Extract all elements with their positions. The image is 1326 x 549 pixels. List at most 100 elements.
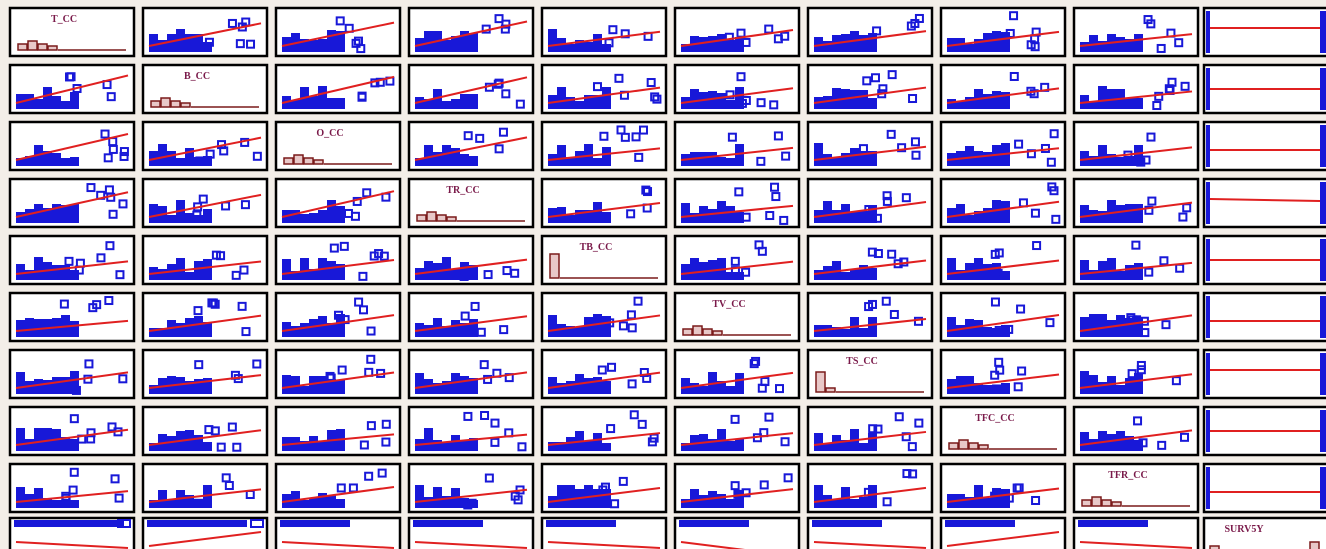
- panel-TFC_CC-vs-TR_CC: [407, 405, 535, 457]
- panel-TS_CC-vs-TR_CC: [407, 348, 535, 400]
- point-band: [1320, 353, 1326, 395]
- data-point: [484, 473, 494, 483]
- point-cluster: [149, 34, 158, 52]
- data-point: [914, 418, 924, 428]
- point-cluster: [336, 31, 345, 52]
- point-cluster: [1098, 211, 1107, 223]
- data-point: [240, 200, 250, 210]
- data-point: [626, 310, 636, 320]
- data-point: [216, 251, 226, 261]
- fit-line: [813, 259, 927, 275]
- fit-line: [946, 373, 1060, 389]
- point-cluster: [442, 326, 451, 337]
- data-point: [375, 77, 385, 87]
- data-point: [990, 370, 1000, 380]
- data-point: [337, 365, 347, 375]
- point-cluster: [318, 493, 327, 508]
- fit-line: [15, 191, 129, 218]
- data-point: [908, 94, 918, 104]
- data-point: [366, 354, 376, 364]
- data-point: [69, 467, 79, 477]
- panel-TFC_CC-vs-B_CC: [141, 405, 269, 457]
- panel-SURV5Y-vs-SURV5Y: SURV5Y: [1202, 516, 1326, 549]
- data-point: [741, 37, 751, 47]
- point-cluster: [300, 323, 309, 337]
- data-point: [227, 18, 237, 28]
- data-point: [1138, 438, 1148, 448]
- point-cluster: [699, 386, 708, 394]
- panel-TV_CC-vs-O_CC: [274, 291, 402, 343]
- data-point: [908, 469, 918, 479]
- histogram-bar: [160, 97, 171, 108]
- data-point: [71, 385, 81, 395]
- data-point: [195, 156, 205, 166]
- fit-line: [15, 490, 129, 503]
- fit-line: [547, 147, 661, 161]
- data-point: [730, 256, 740, 266]
- panel-frame: [540, 234, 668, 286]
- point-cluster: [291, 376, 300, 394]
- fit-line: [148, 314, 262, 332]
- data-point: [490, 437, 500, 447]
- point-cluster: [442, 381, 451, 394]
- data-point: [1125, 439, 1135, 449]
- point-cluster: [469, 500, 478, 508]
- point-cluster: [947, 258, 956, 280]
- panel-B_CC-vs-B_CC: B_CC: [141, 63, 269, 115]
- point-cluster: [43, 87, 52, 109]
- point-cluster: [557, 145, 566, 166]
- data-point: [610, 499, 620, 509]
- point-cluster: [415, 97, 424, 109]
- data-point: [517, 442, 527, 452]
- panel-frame: [1202, 291, 1326, 343]
- point-cluster: [185, 213, 194, 223]
- point-cluster: [735, 87, 744, 109]
- data-point: [224, 480, 234, 490]
- fit-line: [813, 317, 927, 332]
- panel-TR_CC-vs-T_CC: [8, 177, 136, 229]
- point-band: [1206, 296, 1210, 338]
- point-cluster: [859, 151, 868, 166]
- histogram-bar: [978, 444, 989, 450]
- point-cluster: [327, 261, 336, 280]
- point-cluster: [203, 209, 212, 223]
- point-cluster: [442, 496, 451, 508]
- data-point: [894, 412, 904, 422]
- data-point: [730, 414, 740, 424]
- data-point: [1159, 256, 1169, 266]
- point-cluster: [566, 97, 575, 109]
- data-point: [607, 362, 617, 372]
- data-point: [1167, 77, 1177, 87]
- data-point: [364, 471, 374, 481]
- data-point: [889, 309, 899, 319]
- fit-line: [1079, 429, 1193, 446]
- fit-line: [414, 433, 528, 446]
- histogram-bar: [426, 211, 437, 222]
- panel-TR_CC-vs-O_CC: [274, 177, 402, 229]
- point-cluster: [947, 99, 956, 109]
- point-cluster: [149, 204, 158, 223]
- point-band: [147, 520, 247, 527]
- data-point: [1174, 38, 1184, 48]
- point-cluster: [726, 499, 735, 508]
- fit-line: [1079, 146, 1193, 161]
- point-cluster: [699, 152, 708, 166]
- histogram-bar: [948, 442, 959, 450]
- point-cluster: [823, 201, 832, 223]
- point-cluster: [185, 272, 194, 280]
- point-cluster: [300, 441, 309, 451]
- data-point: [107, 422, 117, 432]
- data-point: [459, 271, 469, 281]
- panel-TFC_CC-vs-TB_CC: [540, 405, 668, 457]
- point-cluster: [61, 205, 70, 223]
- data-point: [646, 78, 656, 88]
- fit-line: [547, 541, 661, 549]
- histogram-bar: [303, 157, 314, 165]
- data-point: [343, 208, 353, 218]
- point-cluster: [34, 428, 43, 451]
- histogram-bar: [37, 43, 48, 51]
- fit-line: [148, 193, 262, 218]
- point-cluster: [415, 373, 424, 394]
- panel-frame: [1202, 516, 1326, 549]
- point-cluster: [433, 89, 442, 109]
